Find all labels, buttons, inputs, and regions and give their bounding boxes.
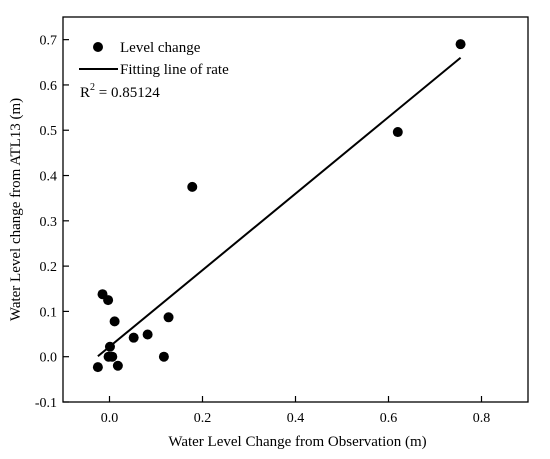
data-point — [107, 351, 118, 362]
y-axis-title: Water Level change from ATL13 (m) — [8, 98, 24, 321]
axis-ticks: -0.1 0.0 0.1 0.2 0.3 0.4 0.5 0.6 0.7 0.0 0.2 0.4 0.6… — [35, 34, 490, 426]
legend-label-level-change: Level change — [120, 40, 201, 56]
data-point — [104, 341, 115, 352]
plot-frame — [62, 16, 529, 403]
y-tick-label: 0.4 — [40, 170, 58, 185]
y-tick-label: -0.1 — [35, 396, 57, 411]
r-squared-annotation: R2 = 0.85124 — [80, 82, 160, 101]
data-point — [392, 127, 403, 138]
data-point — [92, 362, 103, 373]
data-point — [128, 332, 139, 343]
data-point — [187, 181, 198, 192]
data-point — [109, 316, 120, 327]
legend-label-fitting-line: Fitting line of rate — [120, 62, 229, 78]
data-point — [158, 351, 169, 362]
r-squared-prefix: R — [80, 85, 90, 101]
x-tick-label: 0.0 — [101, 411, 119, 426]
data-point — [142, 329, 153, 340]
legend-marker-level-change — [93, 42, 103, 52]
y-tick-label: 0.1 — [40, 305, 58, 320]
r-squared-value: = 0.85124 — [95, 85, 160, 101]
fitting-line — [97, 56, 462, 358]
data-point — [112, 360, 123, 371]
x-tick-label: 0.2 — [194, 411, 212, 426]
data-point — [455, 39, 466, 50]
y-tick-label: 0.6 — [40, 79, 58, 94]
x-tick-label: 0.6 — [380, 411, 398, 426]
y-tick-label: 0.2 — [40, 260, 58, 275]
y-tick-label: 0.3 — [40, 215, 58, 230]
y-tick-label: 0.5 — [40, 124, 58, 139]
y-tick-label: 0.7 — [40, 34, 58, 49]
data-marks — [92, 39, 466, 373]
y-tick-label: 0.0 — [40, 351, 58, 366]
x-axis-title: Water Level Change from Observation (m) — [168, 434, 426, 450]
legend: Level change Fitting line of rate R2 = 0… — [79, 40, 229, 101]
r-squared-superscript: 2 — [90, 82, 95, 93]
data-point — [163, 312, 174, 323]
x-tick-label: 0.4 — [287, 411, 305, 426]
data-point — [103, 295, 114, 306]
x-tick-label: 0.8 — [473, 411, 491, 426]
